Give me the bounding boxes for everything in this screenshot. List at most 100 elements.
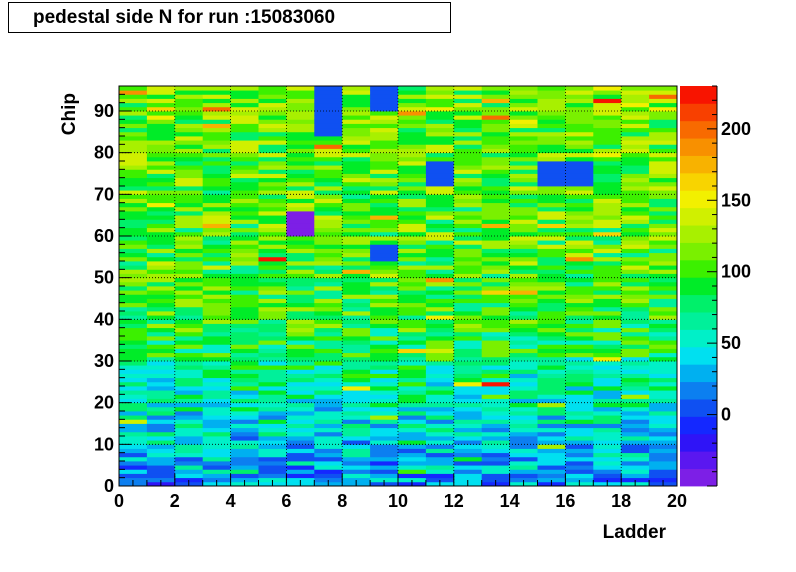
heatmap-cell <box>230 361 259 366</box>
heatmap-cell <box>370 123 399 129</box>
heatmap-cell <box>398 473 427 479</box>
heatmap-cell <box>453 469 483 474</box>
heatmap-cell <box>119 111 148 116</box>
heatmap-cell <box>593 148 622 154</box>
heatmap-cell <box>425 344 455 349</box>
heatmap-cell <box>398 261 427 266</box>
heatmap-cell <box>258 98 287 104</box>
heatmap-cell <box>342 223 371 229</box>
heatmap-cell <box>119 211 148 216</box>
heatmap-cell <box>453 90 483 95</box>
heatmap-cell <box>286 290 315 295</box>
heatmap-cell <box>258 440 287 445</box>
heatmap-cell <box>174 323 204 329</box>
heatmap-cell <box>565 152 594 158</box>
heatmap-cell <box>425 261 455 266</box>
x-tick-label: 12 <box>444 491 464 511</box>
heatmap-cell <box>649 306 678 312</box>
heatmap-cell <box>174 377 204 383</box>
heatmap-cell <box>342 373 371 379</box>
heatmap-cell <box>230 431 259 437</box>
heatmap-cell <box>509 144 538 149</box>
heatmap-cell <box>565 198 594 204</box>
heatmap-cell <box>398 219 427 224</box>
heatmap-cell <box>258 140 287 145</box>
heatmap-cell <box>174 390 204 395</box>
heatmap-cell <box>593 231 622 237</box>
heatmap-cell <box>537 269 566 274</box>
heatmap-cell <box>230 265 259 270</box>
heatmap-cell <box>453 461 483 466</box>
heatmap-cell <box>425 131 455 137</box>
heatmap-cell <box>649 461 678 466</box>
heatmap-cell <box>202 461 231 466</box>
heatmap-cell <box>314 211 343 216</box>
heatmap-cell <box>342 165 371 170</box>
heatmap-cell <box>146 165 176 170</box>
heatmap-cell <box>146 348 176 354</box>
heatmap-cell <box>593 269 622 274</box>
heatmap-cell <box>621 211 650 216</box>
heatmap-cell <box>425 98 455 104</box>
heatmap-cell <box>453 377 483 383</box>
heatmap-cell <box>565 236 594 241</box>
heatmap-cell <box>146 473 176 479</box>
heatmap-cell <box>202 319 231 324</box>
heatmap-cell <box>398 240 427 245</box>
heatmap-cell <box>146 290 176 295</box>
heatmap-cell <box>202 231 231 237</box>
heatmap-cell <box>425 211 455 216</box>
heatmap-cell <box>119 90 148 95</box>
heatmap-cell <box>593 169 622 174</box>
heatmap-cell <box>593 348 622 354</box>
heatmap-cell <box>537 252 566 258</box>
heatmap-cell <box>146 331 176 337</box>
palette-swatch <box>680 329 717 348</box>
x-axis-title: Ladder <box>603 522 667 543</box>
heatmap-cell <box>565 427 594 433</box>
heatmap-cell <box>593 427 622 433</box>
heatmap-cell <box>621 215 650 220</box>
heatmap-cell <box>230 398 259 404</box>
heatmap-cell <box>230 381 259 387</box>
heatmap-cell <box>258 390 287 395</box>
heatmap-cell <box>230 123 259 129</box>
heatmap-cell <box>621 331 650 337</box>
y-tick-label: 70 <box>94 184 114 204</box>
heatmap-cell <box>453 302 483 308</box>
heatmap-cell <box>593 140 622 145</box>
heatmap-cell <box>509 252 538 258</box>
heatmap-cell <box>286 273 315 279</box>
heatmap-cell <box>314 231 343 237</box>
heatmap-cell <box>119 398 148 404</box>
heatmap-cell <box>230 465 259 470</box>
heatmap-cell <box>314 394 343 399</box>
heatmap-cell <box>119 202 148 208</box>
heatmap-cell <box>565 348 594 354</box>
heatmap-cell <box>481 186 510 191</box>
heatmap-cell <box>593 223 622 229</box>
heatmap-cell <box>509 390 538 395</box>
heatmap-cell <box>370 344 399 349</box>
heatmap-cell <box>370 365 399 370</box>
heatmap-cell <box>453 211 483 216</box>
heatmap-cell <box>174 211 204 216</box>
heatmap-cell <box>481 344 510 349</box>
heatmap-cell <box>649 473 678 479</box>
heatmap-cell <box>537 173 566 179</box>
heatmap-cell <box>286 240 315 245</box>
heatmap-cell <box>230 427 259 433</box>
heatmap-cell <box>593 156 622 162</box>
heatmap-cell <box>230 323 259 329</box>
heatmap-cell <box>565 327 594 333</box>
heatmap-cell <box>593 123 622 129</box>
heatmap-cell <box>649 86 678 91</box>
heatmap-cell <box>314 302 343 308</box>
heatmap-cell <box>453 106 483 112</box>
heatmap-cell <box>286 223 315 229</box>
heatmap-cell <box>286 165 315 170</box>
heatmap-cell <box>258 386 287 391</box>
heatmap-cell <box>174 261 204 266</box>
heatmap-cell <box>370 348 399 354</box>
heatmap-cell <box>481 473 510 479</box>
